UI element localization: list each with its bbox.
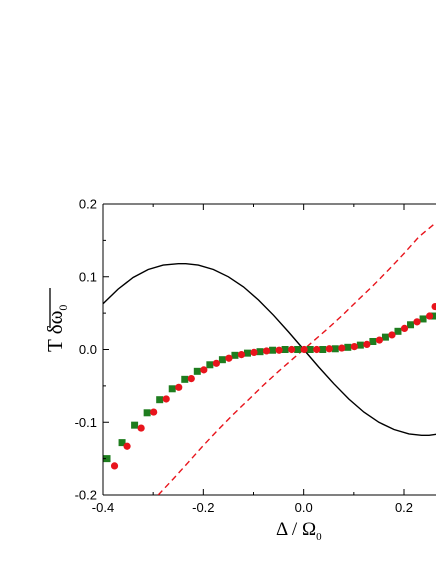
square-point [369,337,377,345]
x-tick-label: -0.2 [192,500,214,515]
circle-point [187,375,195,383]
circle-point [288,345,296,354]
square-point [419,315,427,323]
square-point [394,327,402,335]
circle-point [225,354,233,362]
circle-point [250,348,258,357]
square-point [181,375,189,383]
y-tick-label: -0.2 [75,488,97,503]
circle-point [413,318,421,326]
square-point [319,346,327,353]
y-tick-label: -0.1 [75,415,97,430]
circle-point [431,302,436,311]
circle-point [150,408,158,416]
square-point [407,321,415,329]
circle-point [388,331,396,339]
circle-point [262,347,271,355]
circle-point [313,345,321,354]
square-point [356,341,364,349]
circle-point [350,342,358,351]
square-point [131,421,139,429]
circle-point [123,442,131,450]
circle-point [110,462,119,470]
x-tick-label: -0.4 [92,500,114,515]
square-point [118,439,126,447]
square-point [294,346,302,353]
square-point [156,396,164,404]
tick-layer: -0.4 -0.2 0.0 0.2-0.2-0.10.00.10.2 [75,197,413,516]
y-tick-label: 0.1 [79,269,97,284]
y-tick-label: 0.0 [79,342,97,357]
y-axis-title: T δω0 [43,305,70,352]
square-point [256,348,264,356]
dashed-curve [157,221,436,495]
solid-curve [103,263,436,436]
circle-point [275,346,283,354]
circle-point [363,340,371,349]
circle-point [175,383,183,391]
circle-point [325,345,333,353]
square-point [143,409,151,417]
circle-point [137,424,145,432]
circle-point [400,324,409,333]
square-point [103,455,111,463]
square-point [168,385,176,393]
square-point [381,333,389,341]
series-layer [103,221,436,495]
square-point [269,346,277,354]
circle-point [212,359,220,367]
circle-point [200,366,208,374]
circle-point [162,395,170,403]
square-point [206,361,214,369]
square-point [231,351,239,359]
circle-point [425,312,434,320]
circle-point [237,350,246,359]
circle-point [300,345,308,354]
square-point [193,367,201,375]
square-point [243,349,251,357]
x-tick-label: 0.0 [295,500,313,515]
square-point [344,343,352,351]
plot-area [103,221,436,495]
circle-point [338,344,346,352]
square-point [218,356,226,364]
circle-point [375,336,384,344]
y-tick-label: 0.2 [79,197,97,212]
x-axis-title: Δ / Ω0 [276,519,322,543]
square-point [331,345,339,353]
x-tick-label: 0.2 [395,500,413,515]
square-point [306,346,314,353]
square-point [281,346,289,353]
